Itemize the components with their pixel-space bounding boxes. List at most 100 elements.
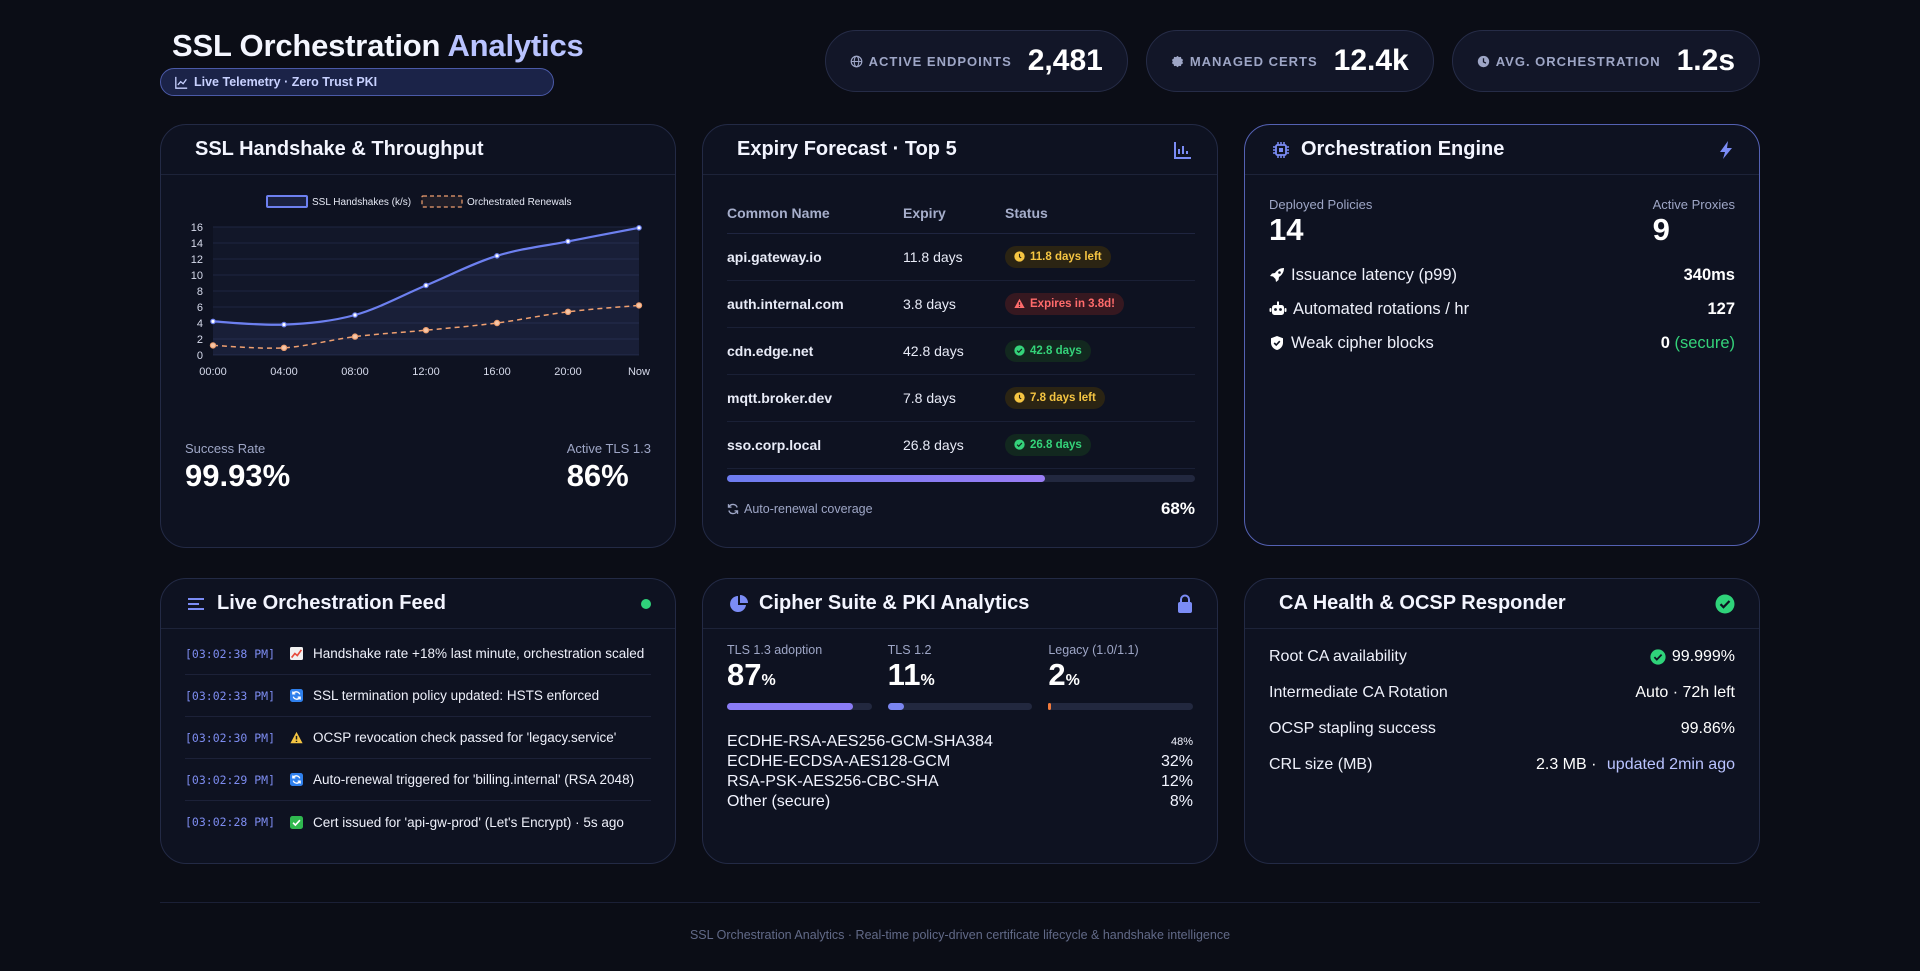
lock-icon[interactable]: [1177, 594, 1193, 614]
feed-timestamp: [03:02:29 PM]: [185, 772, 276, 787]
ca-label: CRL size (MB): [1269, 756, 1373, 773]
secure-label: (secure): [1674, 333, 1735, 352]
cipher-suite-list: ECDHE-RSA-AES256-GCM-SHA384 48% ECDHE-ECDS…: [727, 732, 1193, 812]
clock-icon: [1014, 392, 1025, 403]
live-telemetry-label: Live Telemetry · Zero Trust PKI: [194, 75, 378, 89]
data-point: [352, 312, 358, 318]
card-title: Expiry Forecast · Top 5: [737, 138, 957, 160]
data-point: [565, 238, 571, 245]
data-point: [209, 342, 217, 349]
common-name-cell: cdn.edge.net: [727, 327, 903, 375]
y-tick-label: 8: [197, 286, 203, 298]
adoption-unit: %: [761, 672, 776, 689]
adoption-value: 87%: [727, 657, 872, 699]
chart-line-icon: [175, 76, 188, 89]
x-tick-label: 08:00: [341, 366, 369, 378]
data-point: [351, 333, 359, 340]
status-badge: 26.8 days: [1005, 433, 1091, 456]
card-header: Live Orchestration Feed: [161, 579, 675, 629]
status-text: 42.8 days: [1030, 344, 1082, 357]
bolt-icon[interactable]: [1717, 140, 1735, 160]
metric-row: Weak cipher blocks 0 (secure): [1269, 326, 1735, 360]
policies-value: 14: [1269, 212, 1304, 247]
clock-icon: [1014, 251, 1025, 262]
adoption-value: 11%: [888, 657, 1033, 699]
feed-message: SSL termination policy updated: HSTS enf…: [313, 688, 600, 703]
stat-value: 12.4k: [1333, 44, 1409, 77]
column-header: Status: [1005, 193, 1195, 234]
certificate-icon: [1171, 55, 1183, 67]
metric-label: Weak cipher blocks: [1291, 333, 1434, 352]
stat-managed-certs: MANAGED CERTS 12.4k: [1145, 30, 1434, 92]
metric-label: Issuance latency (p99): [1291, 265, 1458, 284]
status-cell: 26.8 days: [1005, 421, 1195, 469]
y-tick-label: 14: [191, 238, 203, 250]
cipher-suite-share: 48%: [1170, 736, 1193, 748]
metric-label: Automated rotations / hr: [1293, 299, 1470, 318]
y-tick-label: 16: [191, 222, 203, 234]
expiry-table: Common Name Expiry Status api.gateway.io…: [727, 193, 1195, 469]
adoption-label: Legacy (1.0/1.1): [1048, 643, 1139, 657]
metric-value: 127: [1707, 299, 1735, 318]
ca-value: 99.999%: [1671, 648, 1735, 665]
adoption-label: TLS 1.2: [887, 643, 932, 657]
adoption-bar: [727, 703, 872, 710]
tls-adoption-metric: Legacy (1.0/1.1) 2%: [1048, 643, 1194, 710]
data-point: [210, 318, 216, 325]
ca-value: Auto · 72h left: [1635, 684, 1735, 701]
rocket-icon: [1270, 268, 1284, 282]
renewal-coverage-bar: [727, 475, 1195, 482]
status-badge: 11.8 days left: [1005, 245, 1111, 268]
adoption-bar: [887, 703, 1033, 710]
tls13-kpi: Active TLS 1.3 86%: [567, 441, 651, 494]
ca-value: 2.3 MB ·: [1535, 756, 1601, 773]
y-tick-label: 2: [197, 334, 203, 346]
common-name-cell: api.gateway.io: [727, 233, 903, 281]
renewal-coverage-row: Auto-renewal coverage 68%: [727, 499, 1195, 519]
table-row: sso.corp.local 26.8 days 26.8 days: [727, 421, 1195, 469]
status-text: 11.8 days left: [1030, 250, 1102, 263]
deployed-policies: Deployed Policies 14: [1269, 197, 1372, 248]
feed-timestamp: [03:02:30 PM]: [185, 730, 276, 745]
handshake-throughput-card: SSL Handshake & Throughput 0 2 4 6 8 10 12 14 16…: [160, 124, 676, 548]
table-header-row: Common Name Expiry Status: [727, 193, 1195, 234]
y-tick-label: 6: [197, 302, 203, 314]
feed-message: OCSP revocation check passed for 'legacy…: [313, 730, 617, 745]
weak-cipher-count: 0: [1660, 333, 1670, 352]
y-tick-label: 4: [197, 318, 203, 330]
ca-row: CRL size (MB) 2.3 MB · updated 2min ago: [1269, 747, 1735, 783]
adoption-label: TLS 1.3 adoption: [727, 643, 823, 657]
ca-row: OCSP stapling success 99.86%: [1269, 711, 1735, 747]
globe-icon: [850, 55, 863, 67]
renewal-coverage-fill: [727, 475, 1046, 482]
engine-metrics: Issuance latency (p99) 340ms Automated r…: [1269, 258, 1735, 360]
bar-chart-icon[interactable]: [1173, 140, 1193, 160]
ca-row: Intermediate CA Rotation Auto · 72h left: [1269, 675, 1735, 711]
y-tick-label: 10: [191, 270, 203, 282]
status-text: 7.8 days left: [1030, 391, 1096, 404]
feed-item: [03:02:38 PM] Handshake rate +18% last mi…: [185, 633, 651, 675]
handshake-line-chart: 0 2 4 6 8 10 12 14 16 00:00 04:00 08:00 12:00 16:00 20…: [191, 195, 650, 378]
legend-label: Orchestrated Renewals: [467, 197, 572, 208]
adoption-number: 11: [887, 657, 921, 692]
cipher-suite-name: ECDHE-RSA-AES256-GCM-SHA384: [727, 733, 993, 750]
legend-swatch: [266, 195, 308, 208]
warning-icon: [1014, 298, 1025, 308]
card-title: Live Orchestration Feed: [217, 592, 446, 614]
card-title: CA Health & OCSP Responder: [1279, 592, 1566, 614]
card-header: SSL Handshake & Throughput: [161, 125, 675, 175]
check-circle-icon: [1650, 649, 1666, 665]
legend-label: SSL Handshakes (k/s): [312, 197, 411, 208]
ca-label: OCSP stapling success: [1269, 720, 1436, 737]
expiry-cell: 26.8 days: [903, 421, 1005, 469]
orchestration-engine-card: Orchestration Engine Deployed Policies 1…: [1244, 124, 1760, 546]
expiry-cell: 7.8 days: [903, 374, 1005, 422]
kpi-label: Active TLS 1.3: [566, 441, 651, 456]
cipher-suite-name: Other (secure): [727, 793, 831, 810]
x-tick-label: 20:00: [554, 366, 582, 378]
title-primary: SSL Orchestration: [172, 28, 441, 63]
adoption-bar: [1048, 703, 1194, 710]
adoption-unit: %: [1065, 672, 1080, 689]
robot-icon: [1269, 301, 1287, 315]
ca-row: Root CA availability 99.999%: [1269, 639, 1735, 675]
